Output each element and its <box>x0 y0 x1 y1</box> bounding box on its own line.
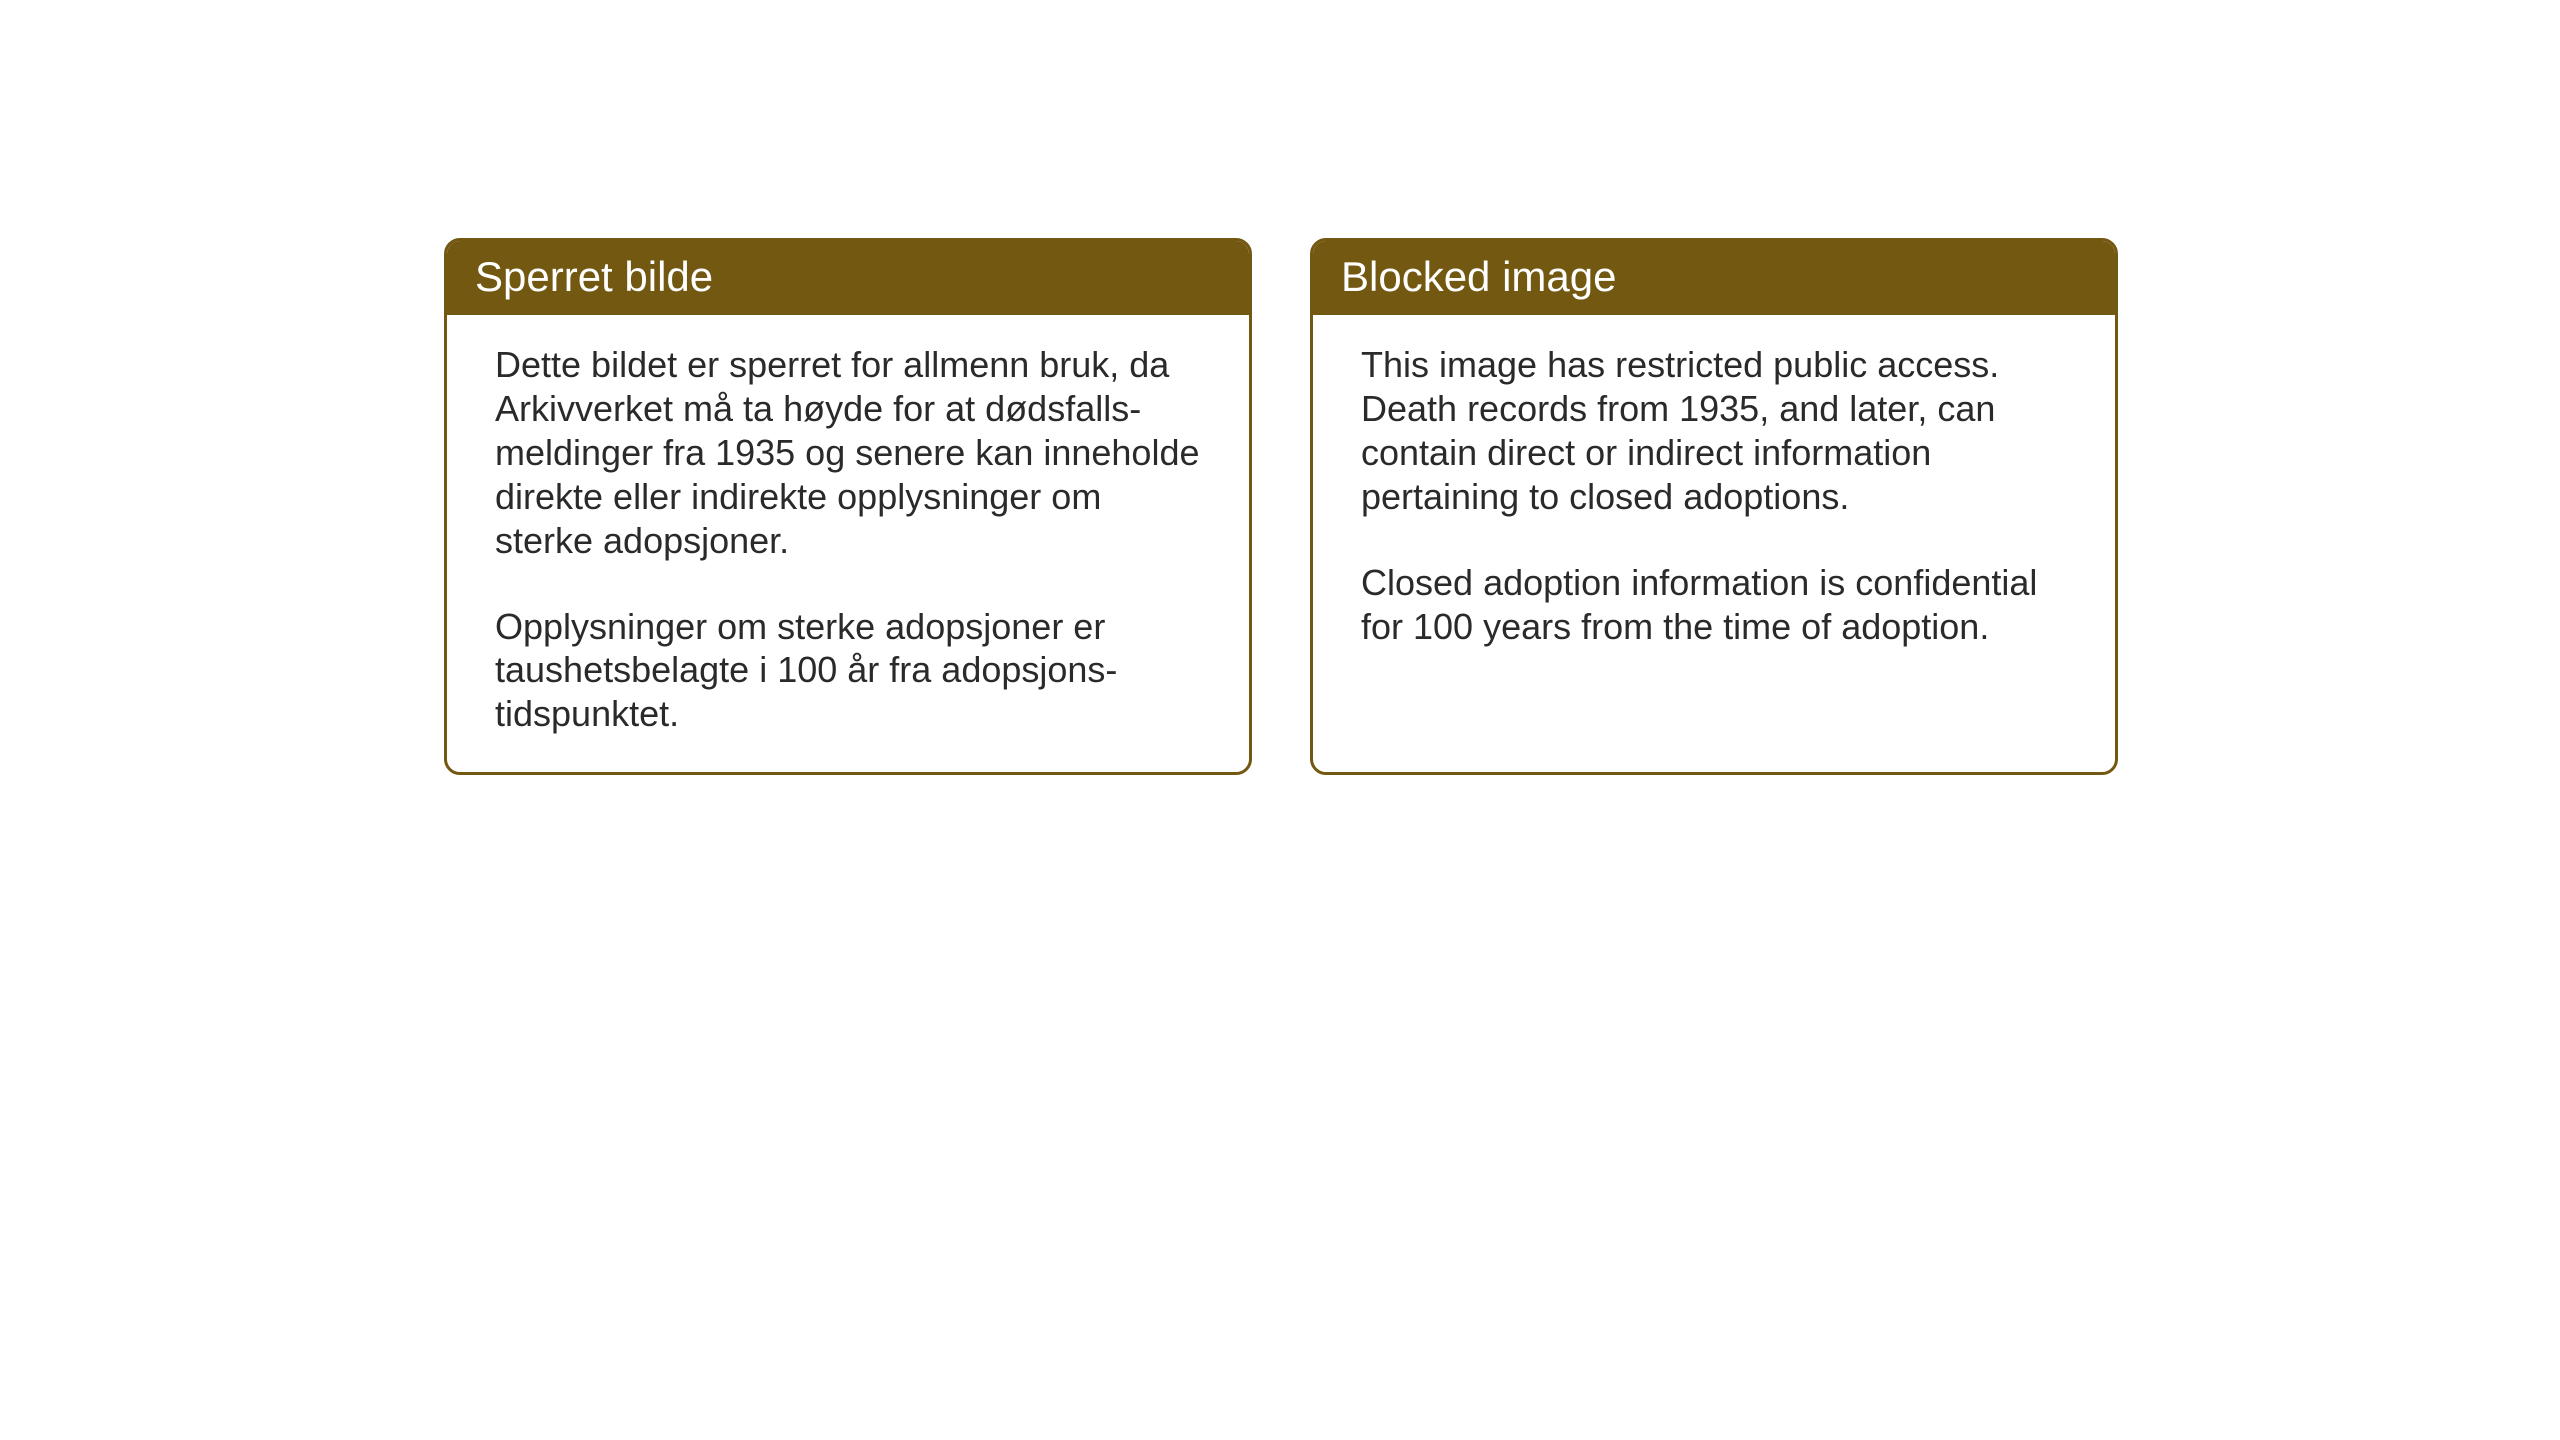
notice-card-norwegian: Sperret bilde Dette bildet er sperret fo… <box>444 238 1252 775</box>
notice-header-english: Blocked image <box>1313 241 2115 315</box>
notice-paragraph-1-english: This image has restricted public access.… <box>1361 343 2067 519</box>
notice-card-english: Blocked image This image has restricted … <box>1310 238 2118 775</box>
notice-paragraph-1-norwegian: Dette bildet er sperret for allmenn bruk… <box>495 343 1201 563</box>
notice-body-english: This image has restricted public access.… <box>1313 315 2115 684</box>
notice-body-norwegian: Dette bildet er sperret for allmenn bruk… <box>447 315 1249 772</box>
notice-paragraph-2-english: Closed adoption information is confident… <box>1361 561 2067 649</box>
notice-title-english: Blocked image <box>1341 253 2087 301</box>
notice-container: Sperret bilde Dette bildet er sperret fo… <box>444 238 2118 775</box>
notice-title-norwegian: Sperret bilde <box>475 253 1221 301</box>
notice-header-norwegian: Sperret bilde <box>447 241 1249 315</box>
notice-paragraph-2-norwegian: Opplysninger om sterke adopsjoner er tau… <box>495 605 1201 737</box>
